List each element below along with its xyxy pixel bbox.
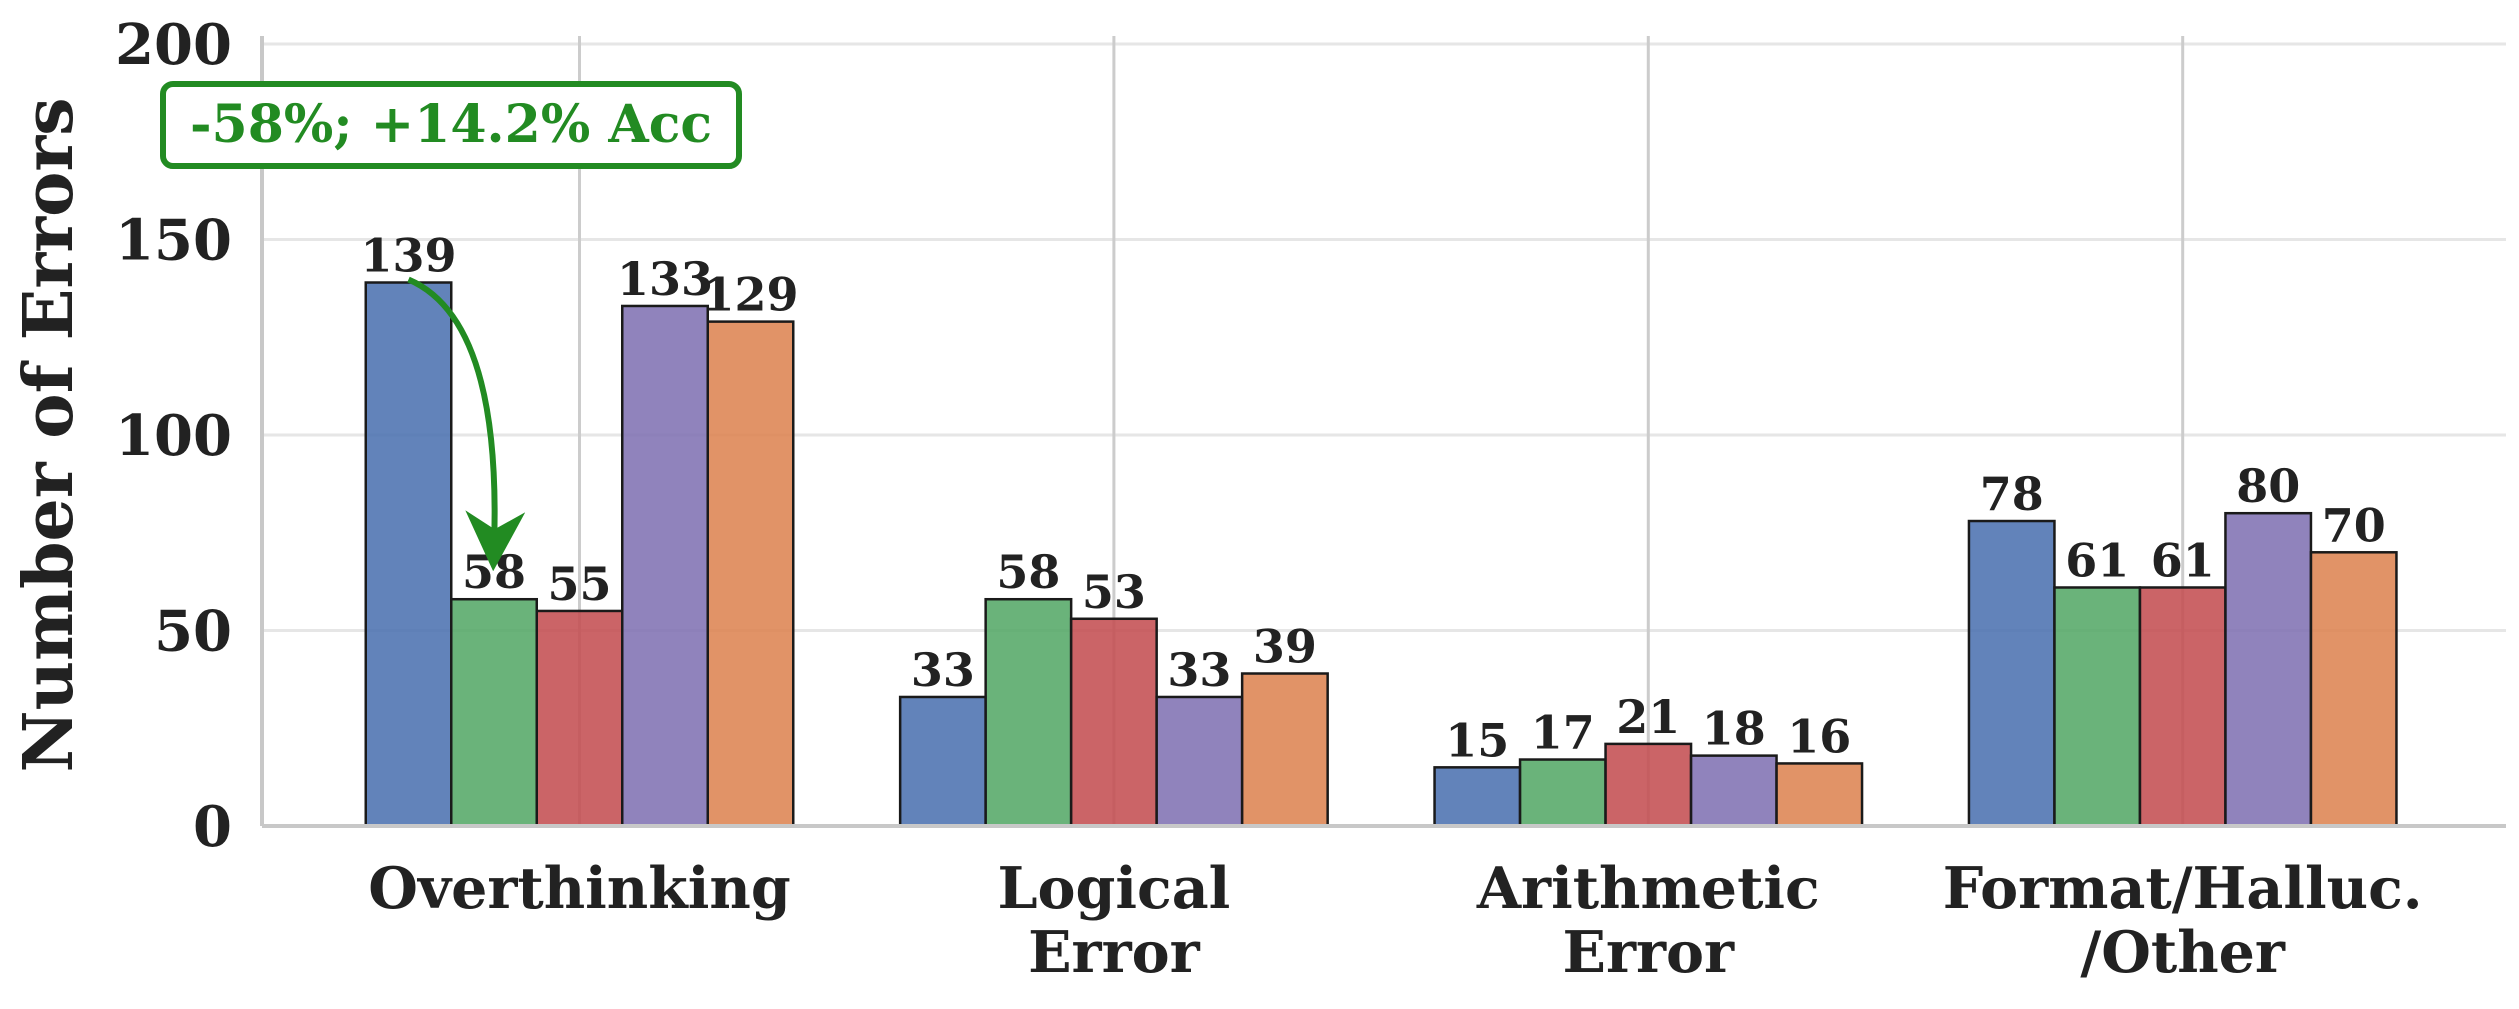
bar-value-label: 33 (911, 643, 975, 697)
bar (1155, 695, 1244, 828)
bar-value-label: 16 (1787, 709, 1851, 763)
y-axis-title: Number of Errors (9, 97, 89, 772)
bar-value-label: 58 (996, 545, 1060, 599)
x-tick-label: Logical Error (997, 855, 1230, 986)
bar-value-label: 61 (2065, 533, 2129, 587)
bar-value-label: 33 (1167, 643, 1231, 697)
bar (706, 320, 795, 828)
bar-value-label: 78 (1980, 467, 2044, 521)
bar (535, 609, 624, 828)
bar (2224, 511, 2313, 828)
bar-value-label: 61 (2151, 533, 2215, 587)
bar (621, 304, 709, 828)
bar (1069, 617, 1158, 828)
y-tick-label: 150 (115, 208, 232, 274)
annotation-layer: -58%; +14.2% Acc (160, 81, 742, 572)
bar-value-label: 129 (702, 268, 798, 322)
bar (1775, 762, 1864, 828)
bar-value-label: 139 (360, 229, 456, 283)
bar (1604, 742, 1693, 828)
bar-value-label: 53 (1082, 565, 1146, 619)
bar (1433, 766, 1522, 828)
bar-value-label: 133 (617, 252, 713, 306)
bars-layer (364, 281, 2398, 828)
bar (2053, 586, 2142, 828)
x-tick-label: Arithmetic Error (1476, 855, 1820, 986)
bar-value-label: 39 (1253, 620, 1317, 674)
bar (1240, 672, 1329, 828)
bar (1689, 754, 1778, 828)
bar-value-label: 58 (462, 545, 526, 599)
bar-value-label: 55 (547, 557, 611, 611)
y-tick-label: 0 (193, 794, 232, 860)
bar-value-label: 15 (1445, 713, 1509, 767)
annotation-arrow (407, 276, 526, 572)
y-tick-label: 50 (154, 599, 232, 665)
bar-value-label: 21 (1616, 690, 1680, 744)
bar (984, 597, 1073, 828)
bar (1967, 519, 2056, 828)
bar (898, 695, 987, 828)
annotation-text: -58%; +14.2% Acc (190, 94, 712, 155)
x-tick-label: Format/Halluc./Other (1943, 855, 2423, 986)
y-tick-label: 100 (115, 403, 232, 469)
y-tick-label: 200 (115, 12, 232, 78)
bar (2309, 551, 2398, 828)
bar (364, 281, 453, 828)
annotation-box (160, 81, 742, 169)
bar-value-label: 17 (1531, 706, 1595, 760)
bar (1518, 758, 1607, 828)
bar (2138, 586, 2227, 828)
bar-value-label: 18 (1702, 702, 1766, 756)
x-tick-label: Overthinking (368, 855, 790, 922)
bar-value-label: 70 (2322, 498, 2386, 552)
bar-value-label: 80 (2236, 459, 2300, 513)
bar (450, 597, 538, 828)
